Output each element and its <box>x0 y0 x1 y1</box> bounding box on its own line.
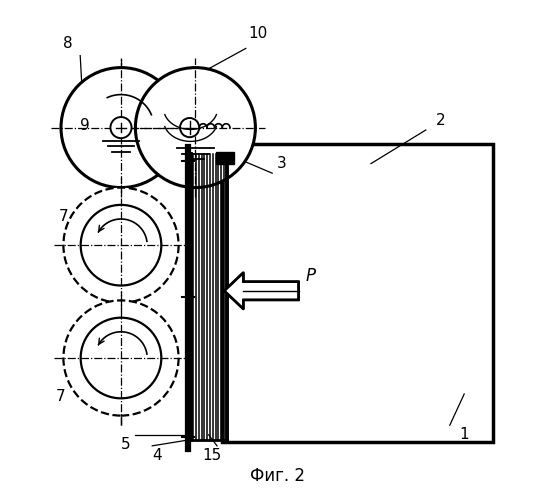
Text: 3: 3 <box>277 156 286 171</box>
Bar <box>216 152 234 164</box>
Text: 7: 7 <box>56 389 66 404</box>
Text: Фиг. 2: Фиг. 2 <box>249 466 305 484</box>
Text: 4: 4 <box>152 448 162 463</box>
Text: 5: 5 <box>121 437 131 452</box>
Circle shape <box>63 188 178 303</box>
Text: 7: 7 <box>59 209 68 224</box>
Circle shape <box>61 68 181 188</box>
Text: 2: 2 <box>435 113 445 128</box>
Text: 1: 1 <box>459 428 469 442</box>
Polygon shape <box>224 272 299 309</box>
Circle shape <box>63 300 178 416</box>
Circle shape <box>81 318 161 398</box>
Text: 9: 9 <box>80 118 90 132</box>
Circle shape <box>180 118 199 137</box>
Text: P: P <box>306 268 316 285</box>
Circle shape <box>135 68 255 188</box>
Circle shape <box>110 117 131 138</box>
Circle shape <box>81 205 161 286</box>
Text: 15: 15 <box>203 448 222 463</box>
Text: 10: 10 <box>248 26 268 42</box>
Text: 8: 8 <box>63 36 73 51</box>
Bar <box>222 144 493 442</box>
